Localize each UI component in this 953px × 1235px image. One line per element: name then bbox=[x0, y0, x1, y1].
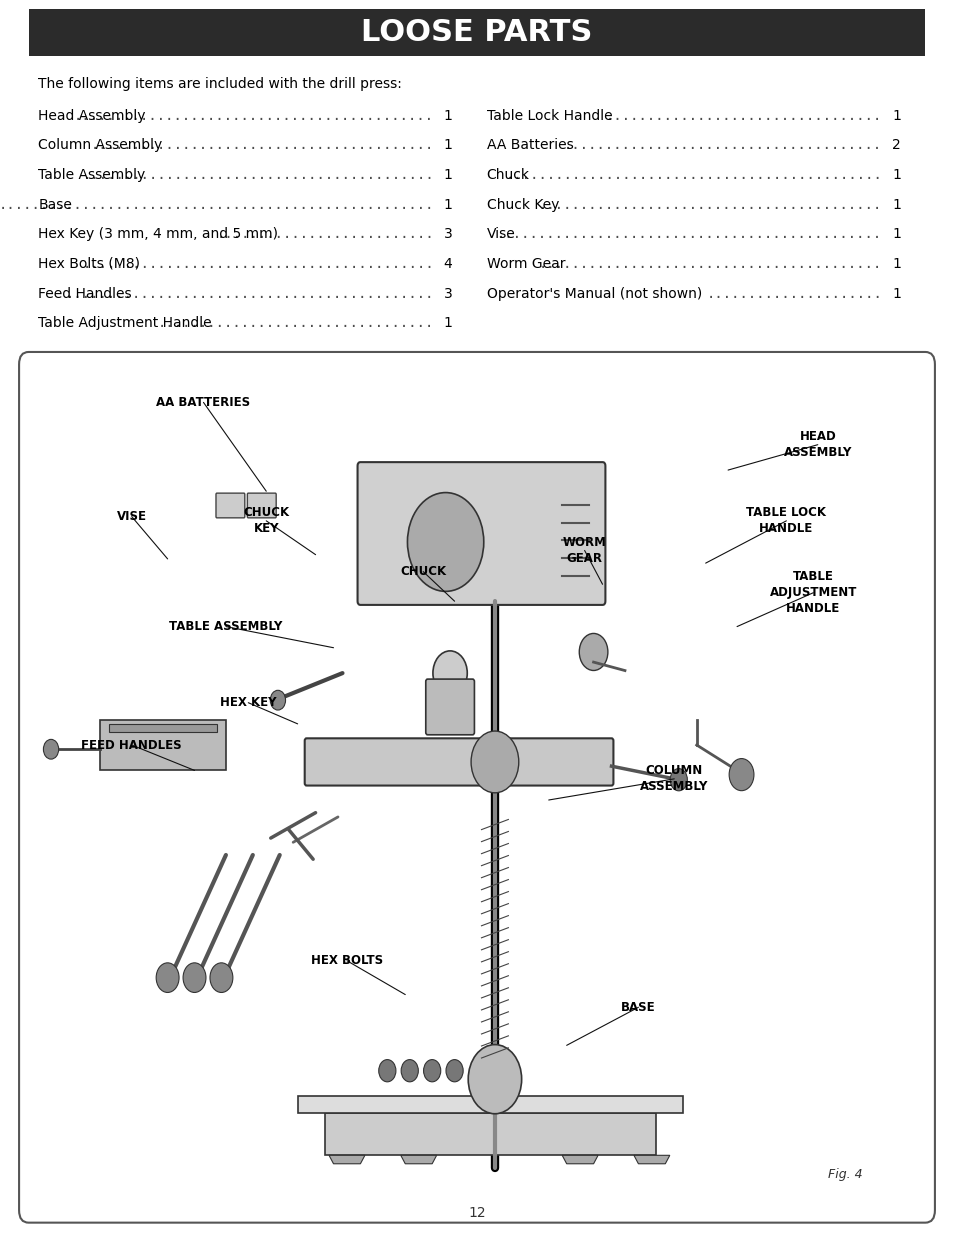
Circle shape bbox=[669, 768, 686, 790]
Text: AA BATTERIES: AA BATTERIES bbox=[156, 396, 251, 409]
Text: HEX BOLTS: HEX BOLTS bbox=[311, 955, 383, 967]
Text: LOOSE PARTS: LOOSE PARTS bbox=[361, 17, 592, 47]
FancyBboxPatch shape bbox=[304, 739, 613, 785]
Text: COLUMN
ASSEMBLY: COLUMN ASSEMBLY bbox=[639, 764, 708, 793]
Text: Table Adjustment Handle: Table Adjustment Handle bbox=[38, 316, 212, 330]
Text: 1: 1 bbox=[891, 257, 900, 270]
Circle shape bbox=[471, 731, 518, 793]
Text: 1: 1 bbox=[891, 287, 900, 300]
Text: WORM
GEAR: WORM GEAR bbox=[562, 536, 606, 564]
FancyBboxPatch shape bbox=[247, 493, 275, 517]
Text: 1: 1 bbox=[443, 168, 452, 182]
FancyBboxPatch shape bbox=[425, 679, 474, 735]
Text: ....................................................: ........................................… bbox=[0, 198, 434, 211]
Text: BASE: BASE bbox=[620, 1000, 655, 1014]
Text: Worm Gear: Worm Gear bbox=[486, 257, 564, 270]
Text: ......................................: ...................................... bbox=[563, 138, 882, 152]
Text: 1: 1 bbox=[443, 316, 452, 330]
Text: Base: Base bbox=[38, 198, 72, 211]
Text: Head Assembly: Head Assembly bbox=[38, 109, 146, 122]
Text: 1: 1 bbox=[891, 198, 900, 211]
Text: Hex Bolts (M8): Hex Bolts (M8) bbox=[38, 257, 140, 270]
Polygon shape bbox=[633, 1155, 669, 1163]
Text: 3: 3 bbox=[443, 227, 452, 241]
Circle shape bbox=[210, 963, 233, 993]
Text: HEX KEY: HEX KEY bbox=[220, 697, 276, 709]
Circle shape bbox=[270, 690, 285, 710]
Circle shape bbox=[43, 740, 58, 760]
Circle shape bbox=[578, 634, 607, 671]
Text: 1: 1 bbox=[891, 227, 900, 241]
Text: CHUCK
KEY: CHUCK KEY bbox=[243, 506, 289, 535]
Text: 1: 1 bbox=[443, 109, 452, 122]
Text: TABLE
ADJUSTMENT
HANDLE: TABLE ADJUSTMENT HANDLE bbox=[769, 571, 856, 615]
Circle shape bbox=[445, 1060, 463, 1082]
Circle shape bbox=[423, 1060, 440, 1082]
Text: TABLE LOCK
HANDLE: TABLE LOCK HANDLE bbox=[745, 506, 825, 535]
Circle shape bbox=[156, 963, 179, 993]
Text: ..........................................: ........................................… bbox=[82, 257, 434, 270]
Text: Vise: Vise bbox=[486, 227, 515, 241]
Text: .................................: ................................. bbox=[157, 316, 434, 330]
Text: ..............................................: ........................................… bbox=[497, 227, 882, 241]
Text: 1: 1 bbox=[443, 138, 452, 152]
FancyBboxPatch shape bbox=[19, 352, 934, 1223]
Circle shape bbox=[400, 1060, 417, 1082]
Text: .............................................: ........................................… bbox=[505, 168, 882, 182]
FancyBboxPatch shape bbox=[29, 9, 924, 56]
Text: 12: 12 bbox=[468, 1207, 485, 1220]
Polygon shape bbox=[561, 1155, 598, 1163]
Text: Chuck: Chuck bbox=[486, 168, 529, 182]
Text: Chuck Key: Chuck Key bbox=[486, 198, 558, 211]
Polygon shape bbox=[324, 1113, 656, 1155]
Circle shape bbox=[433, 651, 467, 695]
Text: .........................................: ........................................… bbox=[538, 198, 882, 211]
Text: The following items are included with the drill press:: The following items are included with th… bbox=[38, 77, 401, 90]
Polygon shape bbox=[400, 1155, 436, 1163]
Text: 1: 1 bbox=[891, 109, 900, 122]
Text: FEED HANDLES: FEED HANDLES bbox=[81, 739, 182, 752]
FancyBboxPatch shape bbox=[357, 462, 605, 605]
Circle shape bbox=[468, 1045, 521, 1114]
Text: CHUCK: CHUCK bbox=[399, 566, 446, 578]
Text: ..........................................: ........................................… bbox=[82, 168, 434, 182]
Circle shape bbox=[728, 758, 753, 790]
Polygon shape bbox=[100, 720, 226, 771]
Text: .........................................: ........................................… bbox=[91, 138, 434, 152]
Text: .........................................: ........................................… bbox=[538, 257, 882, 270]
Text: ...........................................: ........................................… bbox=[74, 109, 434, 122]
Circle shape bbox=[378, 1060, 395, 1082]
Text: .....................: ..................... bbox=[706, 287, 882, 300]
Text: 2: 2 bbox=[891, 138, 900, 152]
Text: Table Assembly: Table Assembly bbox=[38, 168, 145, 182]
Text: 1: 1 bbox=[443, 198, 452, 211]
Text: Feed Handles: Feed Handles bbox=[38, 287, 132, 300]
Text: TABLE ASSEMBLY: TABLE ASSEMBLY bbox=[169, 620, 282, 634]
Polygon shape bbox=[110, 724, 216, 732]
Text: ..........................: .......................... bbox=[216, 227, 434, 241]
Text: Column Assembly: Column Assembly bbox=[38, 138, 162, 152]
Text: ............................................: ........................................… bbox=[66, 287, 434, 300]
Text: Hex Key (3 mm, 4 mm, and 5 mm): Hex Key (3 mm, 4 mm, and 5 mm) bbox=[38, 227, 278, 241]
Text: VISE: VISE bbox=[116, 510, 147, 524]
Circle shape bbox=[183, 963, 206, 993]
Text: 1: 1 bbox=[891, 168, 900, 182]
Text: .................................: ................................. bbox=[605, 109, 882, 122]
Text: AA Batteries: AA Batteries bbox=[486, 138, 573, 152]
Polygon shape bbox=[329, 1155, 364, 1163]
Text: HEAD
ASSEMBLY: HEAD ASSEMBLY bbox=[782, 430, 851, 459]
FancyBboxPatch shape bbox=[215, 493, 245, 517]
Text: Table Lock Handle: Table Lock Handle bbox=[486, 109, 612, 122]
Polygon shape bbox=[297, 1097, 682, 1113]
Text: Fig. 4: Fig. 4 bbox=[827, 1167, 862, 1181]
Text: 3: 3 bbox=[443, 287, 452, 300]
Circle shape bbox=[407, 493, 483, 592]
Text: 4: 4 bbox=[443, 257, 452, 270]
Text: Operator's Manual (not shown): Operator's Manual (not shown) bbox=[486, 287, 701, 300]
